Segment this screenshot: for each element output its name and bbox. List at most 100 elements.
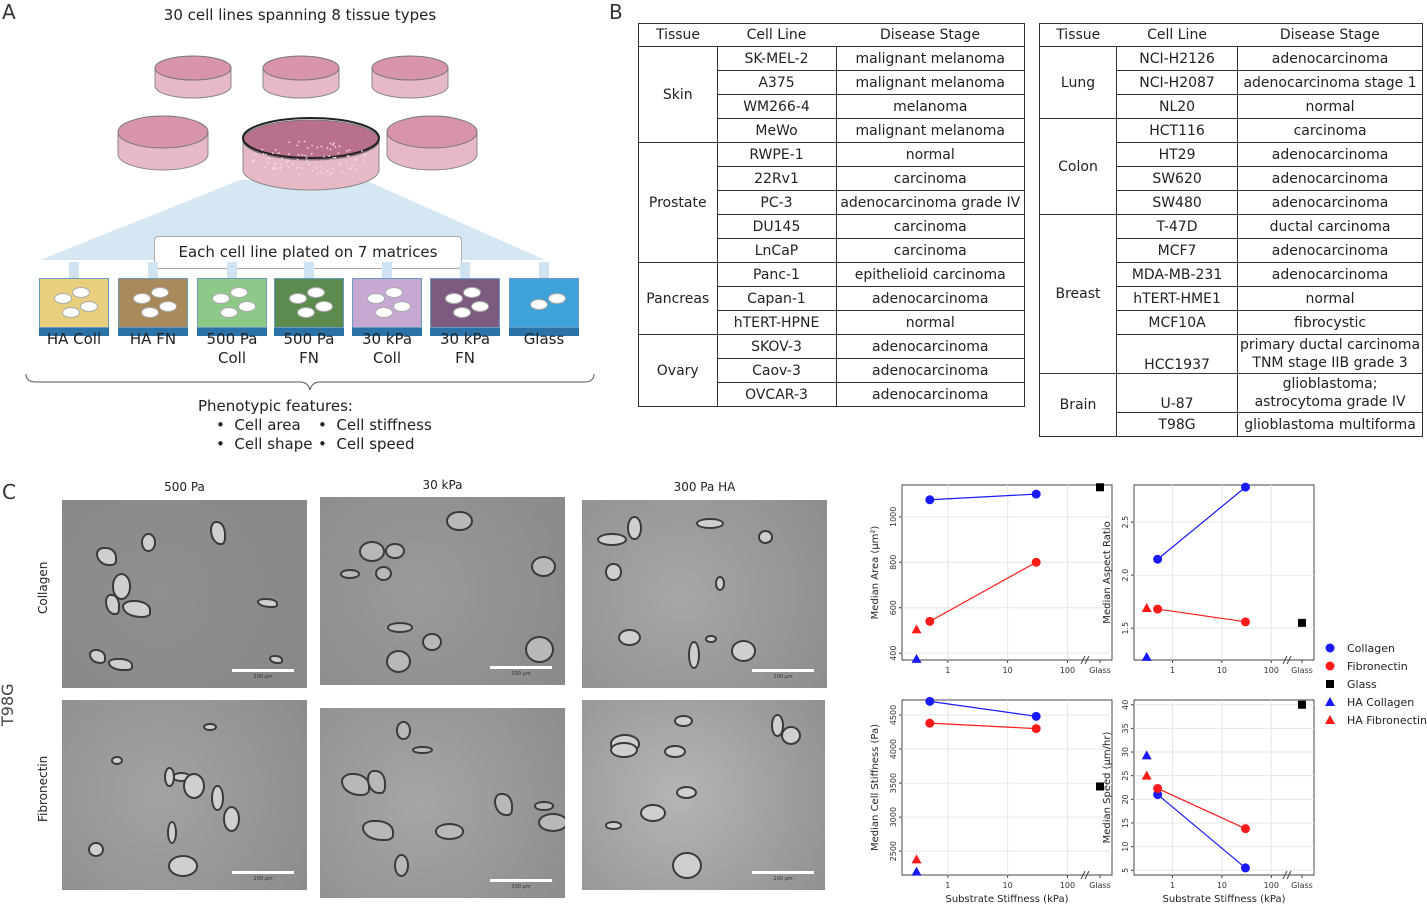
scale-bar-label: 100 µm	[490, 884, 552, 890]
cell-line-cell: SK-MEL-2	[717, 47, 836, 71]
scale-bar-label: 100 µm	[752, 674, 814, 680]
disease-stage-cell: carcinoma	[836, 239, 1025, 263]
cell-line-cell: DU145	[717, 215, 836, 239]
cell-blob	[375, 566, 392, 581]
cell-blob	[257, 598, 278, 608]
cell-blob	[731, 640, 757, 662]
x-tick-label: 100	[1264, 666, 1279, 675]
tissue-cell: Breast	[1040, 215, 1117, 374]
x-tick-label: 1	[945, 666, 950, 675]
cell-blob	[396, 721, 410, 740]
cell-blob	[531, 556, 556, 577]
x-tick-label: 10	[1003, 666, 1013, 675]
table-header: Disease Stage	[1238, 24, 1423, 47]
data-point	[1153, 555, 1162, 564]
petri-dish	[372, 56, 448, 98]
micrograph: 100 µm	[582, 500, 827, 688]
matrix-label: 30 kPa FN	[420, 330, 510, 368]
y-tick-label: 30	[1121, 747, 1130, 757]
micrograph: 100 µm	[320, 497, 565, 685]
matrix-connector	[539, 262, 549, 278]
y-tick-label: 4500	[889, 705, 898, 725]
column-label: 30 kPa	[320, 478, 565, 492]
scale-bar-label: 100 µm	[752, 876, 814, 882]
disease-stage-cell: melanoma	[836, 95, 1025, 119]
tissue-cell: Ovary	[639, 335, 718, 407]
cell-line-cell: SW480	[1116, 191, 1237, 215]
disease-stage-cell: adenocarcinoma	[1238, 143, 1423, 167]
panel-a-title: 30 cell lines spanning 8 tissue types	[110, 6, 490, 24]
y-axis-label: Median Aspect Ratio	[1102, 521, 1113, 623]
matrix-substrate	[118, 278, 188, 328]
data-point	[1032, 712, 1041, 721]
y-tick-label: 4000	[889, 739, 898, 759]
matrix-connector	[304, 262, 314, 278]
cell-blob	[534, 801, 554, 811]
row-label: Collagen	[36, 562, 50, 614]
disease-stage-cell: normal	[1238, 287, 1423, 311]
y-tick-label: 20	[1121, 794, 1130, 804]
cell-blob	[341, 773, 370, 795]
disease-stage-cell: normal	[836, 143, 1025, 167]
x-axis-label: Substrate Stiffness (kPa)	[946, 894, 1069, 905]
scale-bar	[490, 879, 552, 882]
tissue-cell: Lung	[1040, 47, 1117, 119]
y-tick-label: 15	[1121, 818, 1130, 828]
data-point	[1241, 617, 1250, 626]
data-point	[925, 495, 934, 504]
data-point	[1032, 558, 1041, 567]
legend-marker	[1325, 715, 1335, 724]
cell-line-cell: 22Rv1	[717, 167, 836, 191]
cell-blob	[203, 723, 217, 731]
cell-blob	[211, 785, 224, 811]
petri-dish	[155, 56, 231, 98]
cell-blob	[715, 576, 725, 591]
disease-stage-cell: carcinoma	[1238, 119, 1423, 143]
tissue-cell: Brain	[1040, 374, 1117, 437]
legend-marker	[1326, 680, 1334, 688]
x-tick-label: 100	[1264, 881, 1279, 890]
cell-line-cell: Panc-1	[717, 263, 836, 287]
data-point	[1032, 490, 1041, 499]
cell-blob	[494, 793, 513, 816]
cell-line-cell: A375	[717, 71, 836, 95]
petri-dish	[387, 116, 477, 170]
cell-blob	[422, 633, 442, 651]
cell-blob	[367, 770, 386, 795]
x-tick-label: Glass	[1089, 666, 1111, 675]
scale-bar	[490, 666, 552, 669]
panel-b-label: B	[609, 0, 623, 24]
cell-line-cell: HT29	[1116, 143, 1237, 167]
chart: 5101520253035401 10 100 GlassMedian Speed (…	[1102, 700, 1314, 905]
cell-blob	[610, 742, 638, 758]
disease-stage-cell: adenocarcinoma	[1238, 239, 1423, 263]
cell-blob	[386, 650, 411, 673]
cell-line-cell: HCC1937	[1116, 335, 1237, 374]
cell-line-cell: NCI-H2087	[1116, 71, 1237, 95]
micrograph: 100 µm	[320, 708, 565, 898]
matrix-substrate	[430, 278, 500, 328]
cell-line-label: T98G	[0, 683, 17, 726]
disease-stage-cell: glioblastoma multiforma	[1238, 413, 1423, 437]
cell-line-cell: NL20	[1116, 95, 1237, 119]
data-point	[1241, 483, 1250, 492]
cell-line-cell: MDA-MB-231	[1116, 263, 1237, 287]
y-tick-label: 40	[1121, 700, 1130, 710]
table-row: Pancreas Panc-1 epithelioid carcinoma	[639, 263, 1025, 287]
disease-stage-cell: carcinoma	[836, 167, 1025, 191]
cell-blob	[122, 600, 151, 617]
cell-blob	[362, 820, 394, 841]
cell-blob	[674, 715, 693, 727]
features-title: Phenotypic features:	[198, 397, 353, 415]
chart: 40060080010001 10 100 GlassMedian Area (µm²…	[870, 483, 1112, 675]
disease-stage-cell: ductal carcinoma	[1238, 215, 1423, 239]
cell-blob	[676, 786, 697, 799]
brace	[24, 372, 596, 392]
y-axis-label: Median Speed (µm/hr)	[1102, 732, 1113, 844]
cell-blob	[538, 813, 565, 832]
y-tick-label: 1.5	[1121, 622, 1130, 635]
table-row: Skin SK-MEL-2 malignant melanoma	[639, 47, 1025, 71]
petri-dish	[118, 116, 208, 170]
table-row: Lung NCI-H2126 adenocarcinoma	[1040, 47, 1423, 71]
cell-blob	[168, 855, 198, 877]
